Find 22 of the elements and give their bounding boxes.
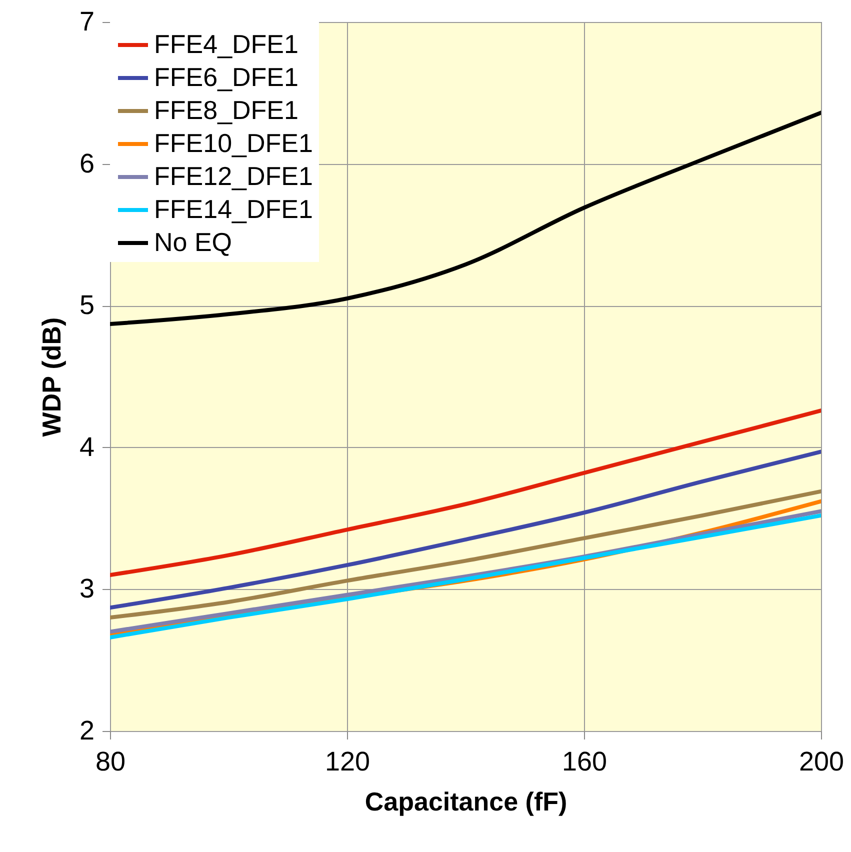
x-tick-label: 80 xyxy=(95,746,126,776)
y-tick-label: 4 xyxy=(79,432,94,462)
legend-label: FFE10_DFE1 xyxy=(154,128,313,158)
legend-label: FFE12_DFE1 xyxy=(154,161,313,191)
y-axis-title: WDP (dB) xyxy=(36,317,66,437)
legend-label: No EQ xyxy=(154,227,232,257)
x-tick-label: 120 xyxy=(324,746,370,776)
x-tick-label: 160 xyxy=(562,746,608,776)
legend-label: FFE8_DFE1 xyxy=(154,95,298,125)
y-tick-label: 3 xyxy=(79,574,94,604)
legend-label: FFE14_DFE1 xyxy=(154,194,313,224)
x-axis-title: Capacitance (fF) xyxy=(364,786,568,816)
x-tick-label: 200 xyxy=(798,746,844,776)
legend-label: FFE6_DFE1 xyxy=(154,62,298,92)
line-series xyxy=(110,408,821,578)
y-tick-label: 5 xyxy=(79,290,94,320)
y-tick-label: 6 xyxy=(79,148,94,178)
line-series xyxy=(110,489,821,620)
legend-label: FFE4_DFE1 xyxy=(154,29,298,59)
y-tick-label: 2 xyxy=(79,716,94,746)
line-series xyxy=(110,450,821,610)
y-tick-label: 7 xyxy=(79,6,94,36)
